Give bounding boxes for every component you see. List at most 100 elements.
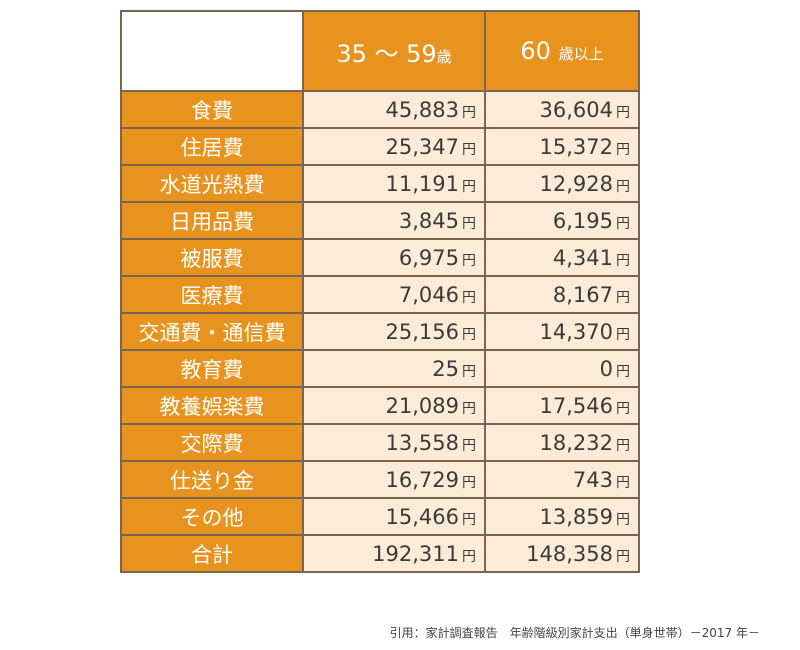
table-row: 交通費・通信費 25,156 円 14,370 円 [120, 312, 640, 351]
value-age-60-plus: 743 円 [484, 460, 640, 499]
yen-unit: 円 [616, 141, 630, 158]
yen-unit: 円 [616, 252, 630, 269]
amount: 11,191 [385, 171, 459, 196]
amount: 743 [572, 467, 613, 492]
amount: 3,845 [398, 208, 459, 233]
yen-unit: 円 [616, 437, 630, 454]
yen-unit: 円 [462, 363, 476, 380]
value-age-35-59: 45,883 円 [302, 90, 486, 129]
value-age-35-59: 25,156 円 [302, 312, 486, 351]
row-label: 仕送り金 [120, 460, 304, 499]
value-age-35-59: 13,558 円 [302, 423, 486, 462]
table-row: 交際費 13,558 円 18,232 円 [120, 423, 640, 462]
yen-unit: 円 [616, 178, 630, 195]
header-age-60-plus-unit: 歳以上 [558, 45, 604, 63]
header-age-60-plus-value: 60 [520, 37, 551, 65]
table-row: 水道光熱費 11,191 円 12,928 円 [120, 164, 640, 203]
row-label: 教育費 [120, 349, 304, 388]
header-row: 35 ～ 59歳 60 歳以上 [120, 10, 640, 92]
value-age-35-59: 6,975 円 [302, 238, 486, 277]
amount: 18,232 [539, 430, 613, 455]
value-age-35-59: 3,845 円 [302, 201, 486, 240]
value-age-60-plus: 4,341 円 [484, 238, 640, 277]
amount: 148,358 [526, 541, 613, 566]
amount: 21,089 [385, 393, 459, 418]
table-row: 住居費 25,347 円 15,372 円 [120, 127, 640, 166]
row-label: 食費 [120, 90, 304, 129]
amount: 13,859 [539, 504, 613, 529]
row-label: 交際費 [120, 423, 304, 462]
value-age-60-plus: 14,370 円 [484, 312, 640, 351]
corner-cell [120, 10, 304, 92]
amount: 15,466 [385, 504, 459, 529]
value-age-60-plus: 17,546 円 [484, 386, 640, 425]
amount: 8,167 [552, 282, 613, 307]
yen-unit: 円 [462, 548, 476, 565]
table-row: 被服費 6,975 円 4,341 円 [120, 238, 640, 277]
yen-unit: 円 [616, 215, 630, 232]
value-age-60-plus: 15,372 円 [484, 127, 640, 166]
value-age-35-59: 21,089 円 [302, 386, 486, 425]
amount: 25,347 [385, 134, 459, 159]
expense-table: 35 ～ 59歳 60 歳以上 食費 45,883 円 36,604 円住居費 25,34… [120, 10, 640, 573]
table-row: 仕送り金 16,729 円 743 円 [120, 460, 640, 499]
table-row: 合計 192,311 円 148,358 円 [120, 534, 640, 573]
amount: 25,156 [385, 319, 459, 344]
table-row: 医療費 7,046 円 8,167 円 [120, 275, 640, 314]
amount: 45,883 [385, 97, 459, 122]
row-label: 医療費 [120, 275, 304, 314]
amount: 25 [432, 356, 459, 381]
yen-unit: 円 [616, 363, 630, 380]
amount: 12,928 [539, 171, 613, 196]
row-label: 交通費・通信費 [120, 312, 304, 351]
yen-unit: 円 [616, 326, 630, 343]
row-label: 教養娯楽費 [120, 386, 304, 425]
yen-unit: 円 [462, 511, 476, 528]
amount: 36,604 [539, 97, 613, 122]
value-age-35-59: 25 円 [302, 349, 486, 388]
value-age-60-plus: 18,232 円 [484, 423, 640, 462]
yen-unit: 円 [462, 326, 476, 343]
row-label: 水道光熱費 [120, 164, 304, 203]
row-label: その他 [120, 497, 304, 536]
yen-unit: 円 [462, 104, 476, 121]
yen-unit: 円 [462, 289, 476, 306]
yen-unit: 円 [462, 437, 476, 454]
amount: 6,195 [552, 208, 613, 233]
table-row: 教育費 25 円 0 円 [120, 349, 640, 388]
amount: 14,370 [539, 319, 613, 344]
value-age-60-plus: 6,195 円 [484, 201, 640, 240]
value-age-60-plus: 12,928 円 [484, 164, 640, 203]
amount: 17,546 [539, 393, 613, 418]
value-age-35-59: 192,311 円 [302, 534, 486, 573]
value-age-35-59: 15,466 円 [302, 497, 486, 536]
header-age-35-59-unit: 歳 [436, 47, 452, 66]
value-age-35-59: 11,191 円 [302, 164, 486, 203]
yen-unit: 円 [616, 104, 630, 121]
value-age-35-59: 25,347 円 [302, 127, 486, 166]
header-age-35-59: 35 ～ 59歳 [302, 10, 486, 92]
amount: 7,046 [398, 282, 459, 307]
amount: 15,372 [539, 134, 613, 159]
yen-unit: 円 [616, 289, 630, 306]
value-age-60-plus: 8,167 円 [484, 275, 640, 314]
value-age-60-plus: 13,859 円 [484, 497, 640, 536]
yen-unit: 円 [616, 474, 630, 491]
amount: 6,975 [398, 245, 459, 270]
table-row: その他 15,466 円 13,859 円 [120, 497, 640, 536]
yen-unit: 円 [616, 548, 630, 565]
table-row: 食費 45,883 円 36,604 円 [120, 90, 640, 129]
value-age-60-plus: 36,604 円 [484, 90, 640, 129]
header-age-35-59-value: 35 ～ 59 [336, 39, 437, 68]
value-age-60-plus: 148,358 円 [484, 534, 640, 573]
amount: 4,341 [552, 245, 613, 270]
amount: 0 [599, 356, 613, 381]
value-age-35-59: 16,729 円 [302, 460, 486, 499]
amount: 192,311 [372, 541, 459, 566]
yen-unit: 円 [462, 141, 476, 158]
yen-unit: 円 [462, 178, 476, 195]
row-label: 被服費 [120, 238, 304, 277]
yen-unit: 円 [462, 215, 476, 232]
yen-unit: 円 [616, 400, 630, 417]
